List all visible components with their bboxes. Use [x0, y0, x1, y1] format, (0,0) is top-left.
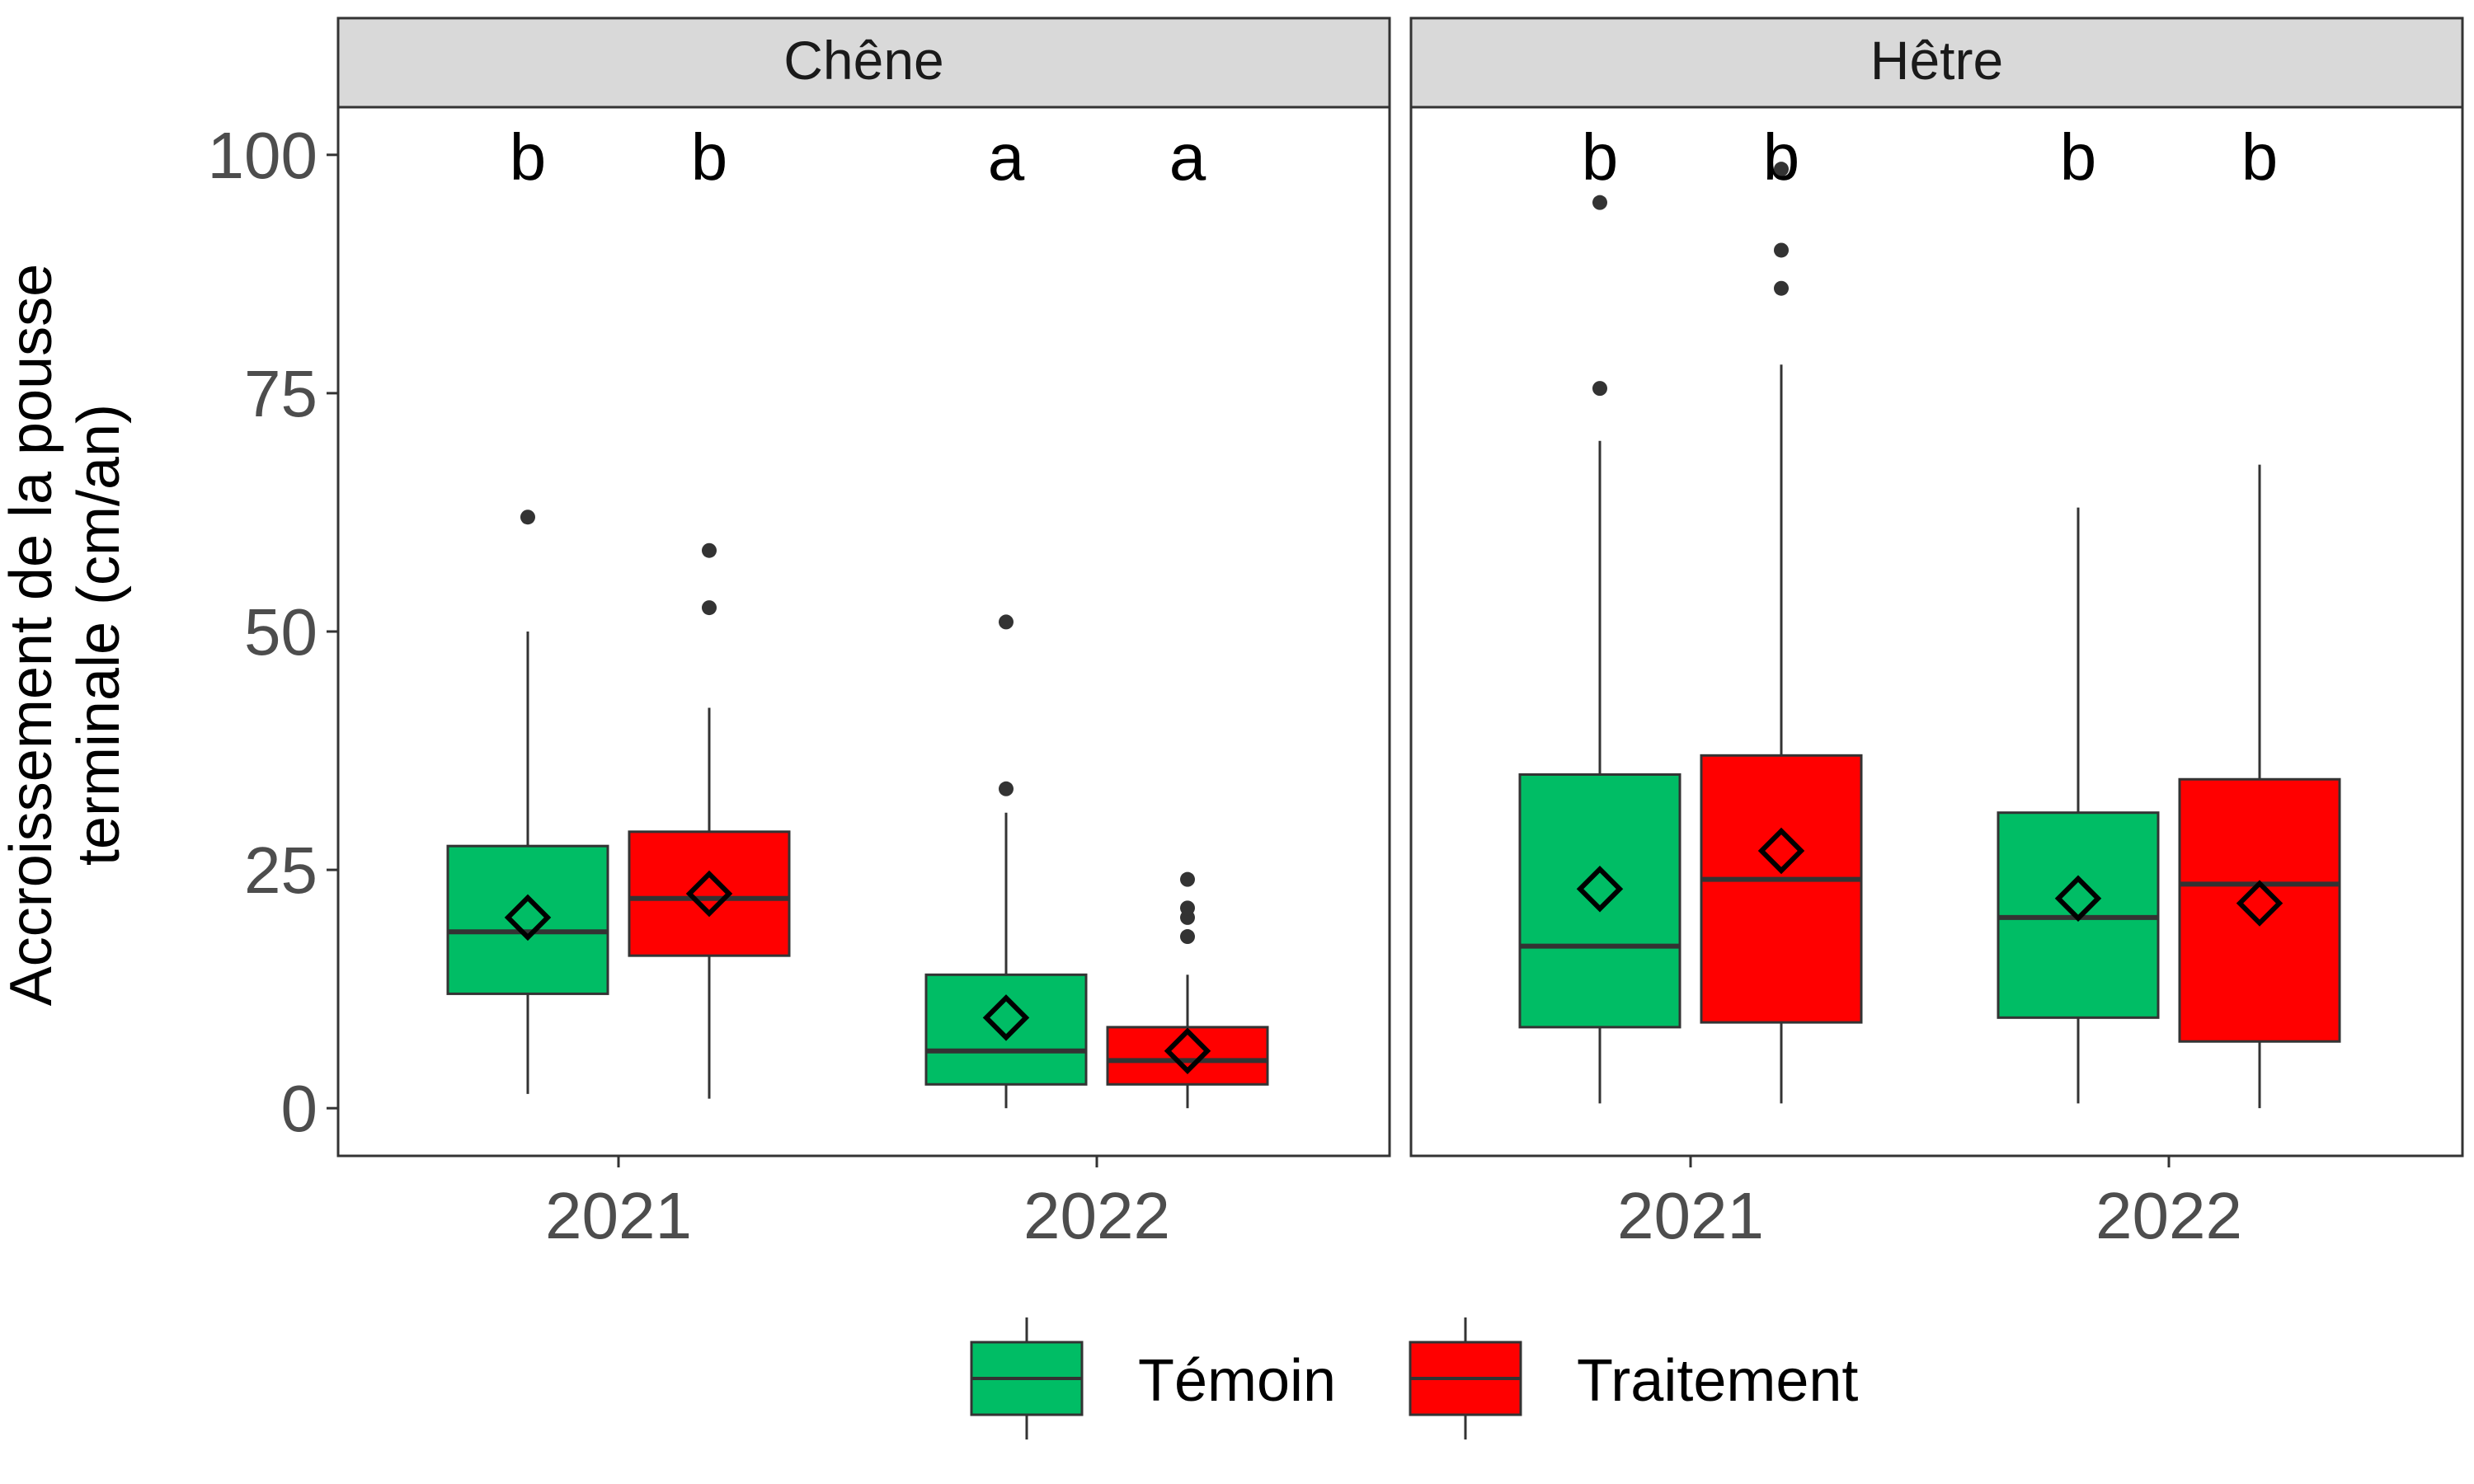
- y-axis: 0 25 50 75 100: [208, 119, 338, 1145]
- y-tick-label: 100: [208, 119, 317, 192]
- legend-item-témoin: Témoin: [970, 1317, 1336, 1439]
- mean-marker: [2054, 875, 2102, 923]
- mean-marker: [685, 870, 733, 918]
- box-témoin-2022: a: [924, 120, 1088, 1109]
- mean-marker: [1164, 1027, 1211, 1075]
- facet-panel: Chêne 2021 2022 b b a a: [336, 16, 1391, 1252]
- outlier-point: [999, 781, 1014, 796]
- y-axis-title: Accroissement de la pousse terminale (cm…: [0, 264, 132, 1006]
- box-traitement-2022: a: [1106, 120, 1269, 1109]
- outlier-point: [1774, 162, 1789, 177]
- significance-letter: b: [2241, 120, 2279, 194]
- legend-item-traitement: Traitement: [1409, 1317, 1858, 1439]
- mean-marker: [982, 994, 1030, 1041]
- significance-letter: b: [2060, 120, 2097, 194]
- significance-letter: b: [510, 120, 547, 194]
- box-iqr: [1700, 754, 1863, 1024]
- facet-panels: Chêne 2021 2022 b b a a Hêtre 2021 2022 b b b b: [336, 16, 2464, 1252]
- box-iqr: [446, 844, 609, 995]
- legend-label: Témoin: [1138, 1348, 1336, 1414]
- outlier-point: [1180, 929, 1195, 945]
- x-tick-label: 2021: [545, 1179, 692, 1252]
- panel-border: [1409, 106, 2464, 1158]
- box-iqr: [924, 973, 1088, 1086]
- outlier-point: [1592, 195, 1607, 210]
- mean-marker: [1757, 827, 1805, 875]
- outlier-point: [1180, 900, 1195, 916]
- significance-letter: b: [1582, 120, 1619, 194]
- mean-marker: [504, 894, 552, 942]
- outlier-point: [520, 510, 535, 525]
- facet-panel: Hêtre 2021 2022 b b b b: [1409, 16, 2464, 1252]
- outlier-point: [702, 600, 717, 616]
- box-iqr: [1106, 1026, 1269, 1086]
- box-témoin-2021: b: [1518, 120, 1681, 1104]
- significance-letter: b: [1763, 120, 1800, 194]
- box-iqr: [2178, 777, 2341, 1043]
- x-tick-label: 2021: [1617, 1179, 1764, 1252]
- facet-strip: [336, 16, 1391, 109]
- significance-letter: b: [691, 120, 728, 194]
- facet-strip: [1409, 16, 2464, 109]
- y-tick-label: 0: [281, 1072, 318, 1145]
- significance-letter: a: [988, 120, 1025, 194]
- outlier-point: [999, 614, 1014, 630]
- outlier-point: [1180, 871, 1195, 887]
- outlier-point: [1774, 280, 1789, 296]
- y-tick-label: 25: [244, 834, 317, 907]
- facet-strip-label: Hêtre: [1870, 30, 2003, 91]
- box-témoin-2022: b: [1997, 120, 2160, 1104]
- box-témoin-2021: b: [446, 120, 609, 1094]
- legend: Témoin Traitement: [970, 1317, 1858, 1439]
- box-traitement-2021: b: [1700, 120, 1863, 1104]
- x-tick-label: 2022: [2095, 1179, 2242, 1252]
- y-axis-title-line-2: terminale (cm/an): [66, 404, 132, 866]
- box-iqr: [1518, 773, 1681, 1029]
- box-iqr: [628, 830, 791, 957]
- y-axis-title-line-1: Accroissement de la pousse: [0, 264, 64, 1006]
- outlier-point: [1774, 242, 1789, 258]
- mean-marker: [2236, 880, 2284, 927]
- y-tick-label: 50: [244, 595, 317, 669]
- significance-letter: a: [1169, 120, 1206, 194]
- box-traitement-2021: b: [628, 120, 791, 1099]
- facet-strip-label: Chêne: [783, 30, 944, 91]
- outlier-point: [702, 542, 717, 558]
- outlier-point: [1592, 381, 1607, 397]
- box-traitement-2022: b: [2178, 120, 2341, 1109]
- panel-border: [336, 106, 1391, 1158]
- legend-label: Traitement: [1577, 1348, 1858, 1414]
- mean-marker: [1576, 865, 1624, 913]
- x-tick-label: 2022: [1023, 1179, 1170, 1252]
- y-tick-label: 75: [244, 357, 317, 430]
